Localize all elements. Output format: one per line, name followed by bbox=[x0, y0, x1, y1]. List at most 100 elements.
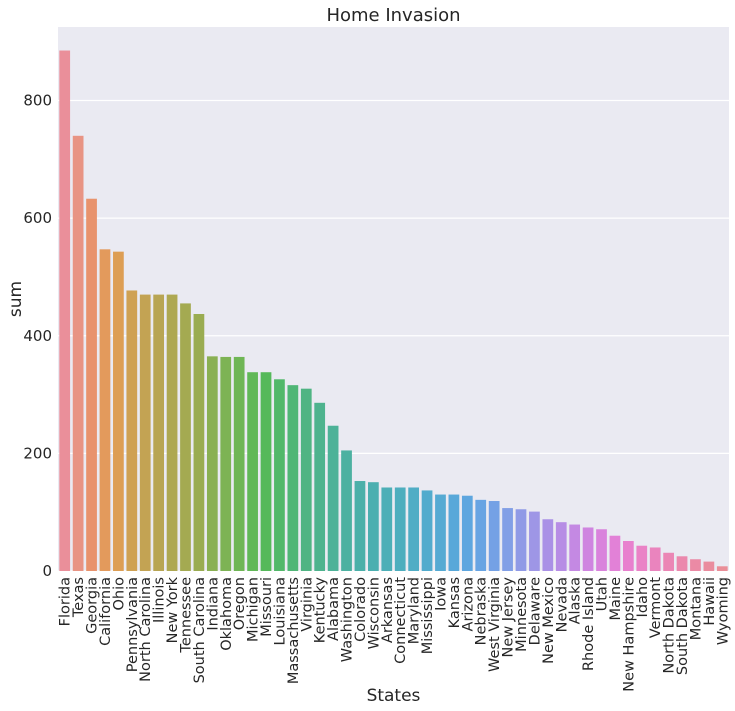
x-tick-label: Wisconsin bbox=[366, 577, 382, 649]
bar-new-jersey bbox=[502, 508, 513, 571]
bar-kentucky bbox=[314, 402, 326, 571]
bar-colorado bbox=[354, 481, 366, 571]
bar-michigan bbox=[247, 372, 258, 571]
bar-delaware bbox=[529, 511, 540, 571]
bar-arizona bbox=[461, 495, 473, 571]
x-tick-label: New York bbox=[165, 576, 181, 643]
x-tick-label: Michigan bbox=[246, 577, 262, 642]
bar-virginia bbox=[300, 388, 312, 571]
bar-wyoming bbox=[716, 566, 728, 571]
bar-indiana bbox=[206, 356, 218, 571]
x-tick-label: Maine bbox=[608, 577, 624, 621]
x-tick-label: New Mexico bbox=[541, 577, 557, 664]
x-tick-label: Kansas bbox=[447, 577, 463, 628]
bar-kansas bbox=[448, 494, 460, 571]
y-axis-label: sum bbox=[6, 281, 26, 317]
bar-alaska bbox=[569, 524, 581, 571]
x-tick-label: Texas bbox=[71, 577, 87, 618]
x-tick-label: West Virginia bbox=[487, 577, 503, 672]
x-tick-label: Colorado bbox=[353, 577, 369, 642]
x-tick-label: Washington bbox=[340, 577, 356, 662]
x-tick-label: Florida bbox=[58, 577, 74, 626]
x-tick-label: Rhode Island bbox=[581, 577, 597, 671]
x-tick-label: Wyoming bbox=[715, 577, 731, 645]
x-tick-label: Alabama bbox=[326, 577, 342, 641]
x-tick-label: Virginia bbox=[299, 577, 315, 632]
x-tick-label: Connecticut bbox=[393, 577, 409, 664]
y-tick-label: 0 bbox=[42, 562, 52, 580]
bar-california bbox=[99, 249, 111, 571]
x-tick-label: Ohio bbox=[111, 577, 127, 611]
x-tick-label: North Dakota bbox=[662, 577, 678, 674]
bar-montana bbox=[690, 559, 701, 571]
bars bbox=[59, 50, 728, 572]
x-tick-label: Vermont bbox=[648, 577, 664, 639]
bar-connecticut bbox=[394, 487, 406, 571]
bar-missouri bbox=[260, 372, 272, 571]
bar-west-virginia bbox=[488, 501, 500, 571]
bar-nevada bbox=[555, 522, 567, 571]
x-tick-label: Georgia bbox=[85, 577, 101, 634]
bar-washington bbox=[341, 450, 352, 571]
x-tick-label: Iowa bbox=[433, 577, 449, 611]
bar-oklahoma bbox=[220, 356, 232, 571]
bar-new-york bbox=[166, 294, 178, 571]
bar-south-dakota bbox=[676, 556, 688, 571]
x-axis-label: States bbox=[367, 686, 421, 706]
x-tick-label: Missouri bbox=[259, 577, 275, 637]
x-tick-label: South Dakota bbox=[675, 577, 691, 675]
chart-title: Home Invasion bbox=[326, 5, 460, 26]
x-tick-label: Nevada bbox=[554, 577, 570, 632]
x-tick-label: North Carolina bbox=[138, 577, 154, 682]
x-tick-label: Montana bbox=[688, 577, 704, 640]
x-tick-label: New Hampshire bbox=[621, 577, 637, 692]
x-tick-label: Louisiana bbox=[272, 577, 288, 645]
bar-rhode-island bbox=[582, 527, 594, 571]
bar-maryland bbox=[408, 487, 419, 571]
x-tick-label: Alaska bbox=[568, 577, 584, 624]
x-tick-label: New Jersey bbox=[501, 577, 517, 658]
x-tick-label: Hawaii bbox=[702, 577, 718, 626]
bar-minnesota bbox=[515, 509, 527, 571]
bar-oregon bbox=[233, 356, 245, 571]
y-tick-label: 800 bbox=[23, 92, 52, 110]
x-tick-label: Tennessee bbox=[178, 577, 194, 654]
y-tick-label: 600 bbox=[23, 209, 52, 227]
x-tick-label: California bbox=[98, 577, 114, 646]
x-tick-label: Pennsylvania bbox=[125, 577, 141, 672]
x-tick-label: Oregon bbox=[232, 577, 248, 630]
x-tick-label: Delaware bbox=[527, 577, 543, 645]
y-axis-ticks: 0 200 400 600 800 bbox=[23, 92, 52, 580]
bar-ohio bbox=[113, 251, 124, 572]
bar-tennessee bbox=[180, 303, 191, 571]
bar-hawaii bbox=[703, 561, 715, 571]
bar-nebraska bbox=[475, 499, 487, 571]
bar-new-hampshire bbox=[622, 541, 634, 571]
x-tick-label: Mississippi bbox=[420, 577, 436, 654]
x-tick-label: Arizona bbox=[460, 577, 476, 631]
bar-north-dakota bbox=[663, 552, 674, 571]
bar-south-carolina bbox=[193, 313, 205, 571]
bar-maine bbox=[609, 535, 621, 571]
bar-new-mexico bbox=[542, 519, 554, 571]
bar-iowa bbox=[435, 494, 446, 571]
bar-idaho bbox=[636, 545, 648, 571]
x-tick-label: Illinois bbox=[152, 577, 168, 623]
x-tick-label: Arkansas bbox=[380, 577, 396, 643]
x-tick-label: Kentucky bbox=[313, 577, 329, 644]
x-tick-label: Minnesota bbox=[514, 577, 530, 652]
bar-georgia bbox=[86, 198, 97, 571]
x-tick-label: Indiana bbox=[205, 577, 221, 631]
y-tick-label: 400 bbox=[23, 327, 52, 345]
bar-pennsylvania bbox=[126, 290, 138, 571]
bar-texas bbox=[72, 135, 84, 572]
x-tick-label: Massachusetts bbox=[286, 577, 302, 684]
x-tick-label: Idaho bbox=[635, 577, 651, 618]
bar-florida bbox=[59, 50, 71, 572]
x-tick-label: Nebraska bbox=[474, 577, 490, 645]
bar-wisconsin bbox=[368, 482, 379, 571]
x-tick-label: Utah bbox=[595, 577, 611, 611]
bar-arkansas bbox=[381, 487, 393, 571]
x-axis-ticks: FloridaTexasGeorgiaCaliforniaOhioPennsyl… bbox=[58, 576, 732, 691]
